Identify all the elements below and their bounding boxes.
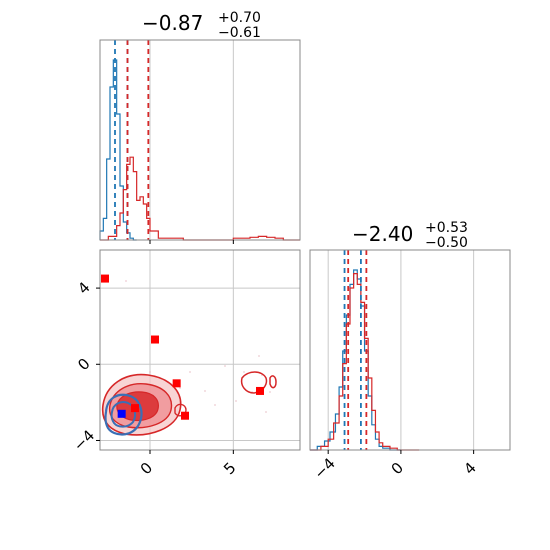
red-square-marker bbox=[101, 274, 109, 283]
y-tick-label: 4 bbox=[74, 278, 93, 297]
bottom-right-grid bbox=[327, 250, 475, 450]
bottom-right-quantile-lines bbox=[343, 250, 368, 450]
scatter-point bbox=[258, 355, 260, 357]
y-tick-label: −4 bbox=[70, 426, 98, 454]
bottom-left-grid bbox=[100, 250, 300, 450]
scatter-point bbox=[214, 404, 216, 406]
red-square-marker bbox=[151, 335, 159, 344]
top-left-histogram-lines bbox=[99, 59, 300, 241]
y-tick-label: 0 bbox=[74, 355, 93, 374]
top-left-title: −0.87 bbox=[142, 11, 203, 35]
blue-contour-outer bbox=[104, 393, 143, 436]
bottom-right-title-sub: −0.50 bbox=[425, 235, 468, 251]
top-left-title-sup: +0.70 bbox=[218, 10, 261, 26]
histogram-line bbox=[310, 269, 401, 451]
top-left-ticks bbox=[149, 240, 234, 244]
bottom-left-markers bbox=[101, 274, 264, 420]
bottom-left-contour-panel: 0 5 −4 0 4 bbox=[70, 249, 301, 478]
scatter-point bbox=[125, 280, 127, 282]
red-contour-small-island bbox=[174, 403, 187, 417]
x-tick-label: 4 bbox=[460, 459, 479, 478]
scatter-point bbox=[235, 400, 237, 402]
top-left-histogram-panel: −0.87 +0.70 −0.61 bbox=[99, 10, 301, 244]
histogram-line bbox=[99, 59, 137, 241]
histogram-line bbox=[100, 156, 300, 241]
bottom-right-histogram-panel: −4 0 4 −2.40 +0.53 −0.50 bbox=[309, 220, 511, 483]
bottom-right-frame bbox=[309, 249, 511, 451]
top-left-title-sub: −0.61 bbox=[218, 25, 261, 41]
top-left-quantile-lines bbox=[114, 40, 150, 240]
blue-square-marker bbox=[117, 409, 126, 418]
top-left-title-main: −0.87 bbox=[142, 11, 203, 35]
red-contour-right-island bbox=[240, 371, 268, 394]
x-tick-label: 0 bbox=[137, 459, 156, 478]
red-square-marker bbox=[181, 411, 189, 420]
blue-contour-inner bbox=[110, 401, 137, 428]
scatter-point bbox=[204, 390, 206, 392]
bottom-right-histogram-lines bbox=[310, 269, 420, 451]
red-square-marker bbox=[256, 386, 264, 395]
bottom-right-ticks: −4 0 4 bbox=[310, 450, 480, 483]
scatter-point bbox=[243, 371, 245, 373]
red-square-marker bbox=[172, 379, 181, 388]
bottom-right-title-sup: +0.53 bbox=[425, 220, 468, 236]
scatter-point bbox=[179, 387, 181, 389]
x-tick-label: 0 bbox=[388, 459, 407, 478]
red-square-marker bbox=[131, 404, 139, 413]
bottom-left-frame bbox=[99, 249, 301, 451]
top-left-grid bbox=[149, 40, 234, 240]
bottom-right-title-main: −2.40 bbox=[352, 222, 413, 246]
scatter-point bbox=[149, 371, 151, 373]
scatter-point bbox=[224, 365, 226, 367]
x-tick-label: −4 bbox=[310, 454, 338, 482]
scatter-point bbox=[265, 411, 267, 413]
scatter-point bbox=[269, 391, 271, 393]
top-left-frame bbox=[99, 39, 301, 241]
histogram-line bbox=[310, 273, 420, 451]
x-tick-label: 5 bbox=[220, 459, 239, 478]
bottom-right-title: −2.40 bbox=[352, 222, 413, 246]
scatter-point bbox=[189, 371, 191, 373]
red-contour-far-right bbox=[269, 375, 277, 389]
